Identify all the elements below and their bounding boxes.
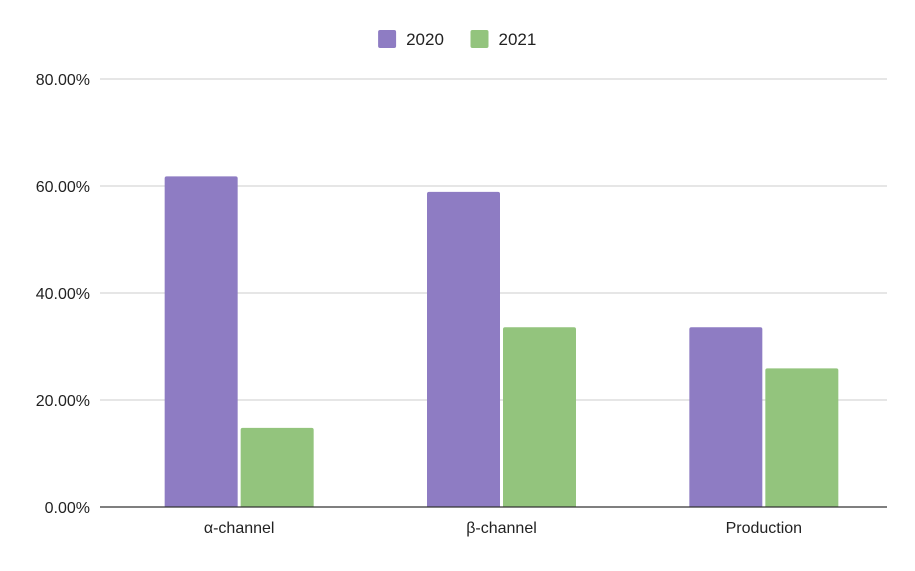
y-tick-label: 20.00% (36, 393, 90, 410)
x-category-label: β-channel (466, 520, 537, 537)
y-tick-label: 60.00% (36, 179, 90, 196)
legend-swatch-2020 (378, 30, 397, 48)
legend-label-2021: 2021 (499, 30, 537, 49)
y-tick-label: 80.00% (36, 72, 90, 89)
bar-2021-1 (503, 327, 576, 507)
bars (164, 176, 839, 507)
x-axis: α-channel β-channel Production (100, 506, 887, 537)
bar-2020-1 (427, 191, 500, 507)
bar-2021-2 (765, 368, 839, 507)
x-category-label: α-channel (204, 520, 275, 537)
y-tick-label: 0.00% (45, 500, 90, 517)
legend-swatch-2021 (470, 30, 489, 48)
y-axis-ticks: 0.00% 20.00% 40.00% 60.00% 80.00% (36, 72, 90, 517)
bar-2021-0 (240, 427, 314, 507)
legend-label-2020: 2020 (406, 30, 444, 49)
x-category-label: Production (726, 520, 803, 537)
bar-2020-0 (164, 176, 238, 507)
y-tick-label: 40.00% (36, 286, 90, 303)
bar-2020-2 (689, 327, 763, 507)
legend: 2020 2021 (378, 30, 536, 49)
